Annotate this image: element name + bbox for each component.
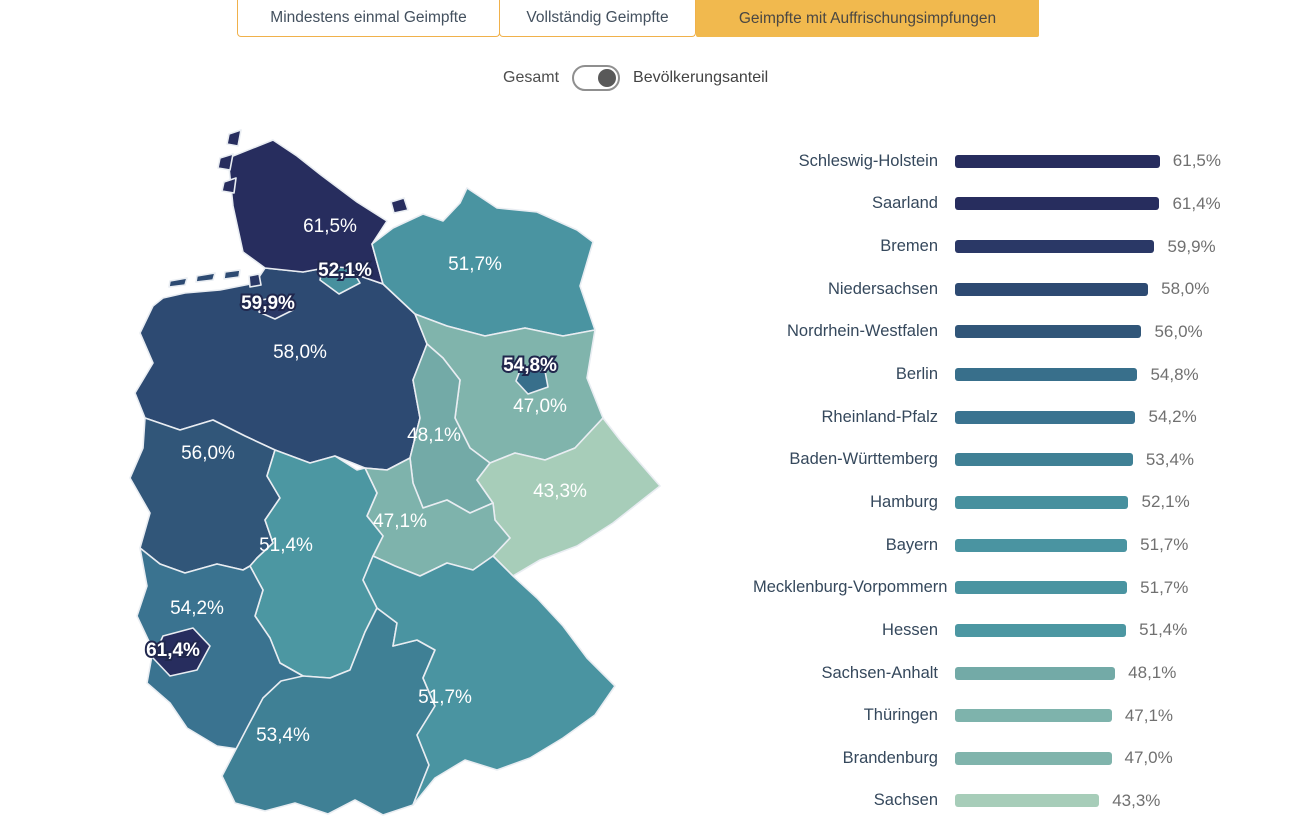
bar-value: 52,1%: [1141, 492, 1190, 512]
bar-value: 48,1%: [1128, 663, 1177, 682]
bar-value: 51,4%: [1139, 620, 1188, 640]
bar[interactable]: [955, 240, 1155, 254]
bar-value: 47,1%: [1124, 705, 1174, 725]
bar-row: Rheinland-Pfalz 54,2%: [753, 396, 1253, 439]
map-state-schleswig-holstein[interactable]: [221, 177, 237, 194]
bar-state-label: Rheinland-Pfalz: [821, 407, 938, 426]
bar-row: Baden-Württemberg 53,4%: [753, 438, 1253, 481]
bar-value: 61,5%: [1172, 151, 1221, 171]
bar-state-label: Hamburg: [870, 492, 938, 511]
bar-row: Sachsen-Anhalt 48,1%: [753, 652, 1253, 695]
bar-row: Brandenburg 47,0%: [753, 737, 1253, 780]
bar[interactable]: [955, 453, 1133, 467]
bar[interactable]: [955, 709, 1112, 723]
map-state-hamburg[interactable]: [319, 265, 361, 295]
bar[interactable]: [955, 538, 1128, 552]
bar-row: Niedersachsen 58,0%: [753, 268, 1253, 311]
bar-state-label: Brandenburg: [842, 748, 938, 767]
metric-toggle-row: Gesamt Bevölkerungsanteil: [503, 63, 768, 93]
bar[interactable]: [955, 623, 1127, 637]
bar-state-label: Berlin: [895, 365, 938, 384]
bar-row: Bayern 51,7%: [753, 524, 1253, 567]
bar-value: 58,0%: [1161, 279, 1210, 299]
tab-label: Mindestens einmal Geimpfte: [270, 9, 467, 26]
bar-value: 54,8%: [1150, 364, 1199, 384]
map-state-schleswig-holstein[interactable]: [390, 197, 409, 214]
bar-row: Mecklenburg-Vorpommern 51,7%: [753, 566, 1253, 609]
bar-row: Sachsen 43,3%: [753, 780, 1253, 823]
bar-row: Schleswig-Holstein 61,5%: [753, 140, 1253, 183]
bar-state-label: Baden-Württemberg: [789, 450, 938, 469]
toggle-knob: [597, 69, 616, 87]
map-state-nordrhein-westfalen[interactable]: [129, 417, 281, 574]
state-bar-chart: Schleswig-Holstein 61,5% Saarland 61,4% Brem…: [753, 140, 1253, 822]
bar-state-label: Saarland: [871, 194, 938, 213]
bar[interactable]: [955, 410, 1136, 424]
bar-row: Hamburg 52,1%: [753, 481, 1253, 524]
map-state-schleswig-holstein[interactable]: [217, 153, 234, 171]
bar-row: Berlin 54,8%: [753, 353, 1253, 396]
bar-value: 43,3%: [1112, 790, 1161, 810]
bar[interactable]: [955, 666, 1116, 680]
bar-state-label: Niedersachsen: [827, 279, 938, 298]
map-state-bremen[interactable]: [248, 273, 262, 288]
bar[interactable]: [955, 751, 1112, 765]
bar-row: Saarland 61,4%: [753, 183, 1253, 226]
bar-row: Bremen 59,9%: [753, 225, 1253, 268]
bar-value: 51,7%: [1140, 535, 1189, 555]
tab-geimpfte-mit-auffrischungsimpfungen[interactable]: Geimpfte mit Auffrischungsimpfungen: [696, 0, 1039, 37]
bar-state-label: Hessen: [882, 620, 938, 639]
gesamt-bevoelkerungsanteil-toggle[interactable]: [572, 65, 621, 91]
toggle-label-bevoelkerungsanteil[interactable]: Bevölkerungsanteil: [633, 69, 769, 86]
bar-value: 54,2%: [1148, 407, 1197, 427]
bar[interactable]: [955, 794, 1100, 808]
map-state-niedersachsen[interactable]: [223, 269, 241, 280]
tab-vollstaendig-geimpfte[interactable]: Vollständig Geimpfte: [499, 0, 696, 37]
bar[interactable]: [955, 368, 1138, 382]
bar-state-label: Bayern: [885, 535, 938, 554]
bar-state-label: Thüringen: [863, 706, 938, 725]
bar-state-label: Schleswig-Holstein: [798, 151, 938, 170]
tab-label: Vollständig Geimpfte: [526, 9, 669, 26]
map-state-bremen[interactable]: [258, 295, 294, 320]
toggle-label-gesamt[interactable]: Gesamt: [503, 69, 560, 86]
tab-label: Geimpfte mit Auffrischungsimpfungen: [738, 9, 997, 27]
map-state-niedersachsen[interactable]: [195, 272, 216, 283]
bar-state-label: Bremen: [880, 237, 938, 256]
bar-state-label: Mecklenburg-Vorpommern: [753, 578, 948, 597]
bar[interactable]: [955, 282, 1149, 296]
tab-bar: Mindestens einmal Geimpfte Vollständig G…: [237, 0, 1039, 37]
map-state-saarland[interactable]: [152, 627, 211, 677]
map-state-schleswig-holstein[interactable]: [226, 129, 242, 147]
bar-row: Thüringen 47,1%: [753, 694, 1253, 737]
bar-value: 56,0%: [1154, 321, 1203, 341]
bar-state-label: Sachsen-Anhalt: [821, 663, 939, 682]
bar[interactable]: [955, 495, 1129, 509]
map-state-berlin[interactable]: [515, 367, 549, 395]
map-state-schleswig-holstein[interactable]: [227, 139, 388, 285]
bar-value: 51,7%: [1140, 577, 1189, 597]
bar-row: Hessen 51,4%: [753, 609, 1253, 652]
bar-value: 53,4%: [1145, 449, 1195, 469]
bar[interactable]: [955, 154, 1160, 168]
bar[interactable]: [955, 325, 1142, 339]
bar-state-label: Nordrhein-Westfalen: [786, 322, 938, 341]
bar-value: 47,0%: [1124, 748, 1173, 768]
bar[interactable]: [955, 197, 1160, 211]
bar-row: Nordrhein-Westfalen 56,0%: [753, 311, 1253, 354]
bar-value: 61,4%: [1172, 193, 1221, 213]
bar[interactable]: [955, 581, 1128, 595]
bar-value: 59,9%: [1167, 236, 1216, 256]
bar-state-label: Sachsen: [873, 791, 938, 810]
tab-mindestens-einmal-geimpfte[interactable]: Mindestens einmal Geimpfte: [237, 0, 500, 37]
germany-choropleth-map: 61,5% 52,1% 51,7% 59,9% 58,0% 54,8% 47,0% 48,1%…: [125, 118, 665, 830]
map-state-niedersachsen[interactable]: [168, 277, 188, 288]
map-state-bayern[interactable]: [362, 555, 616, 806]
